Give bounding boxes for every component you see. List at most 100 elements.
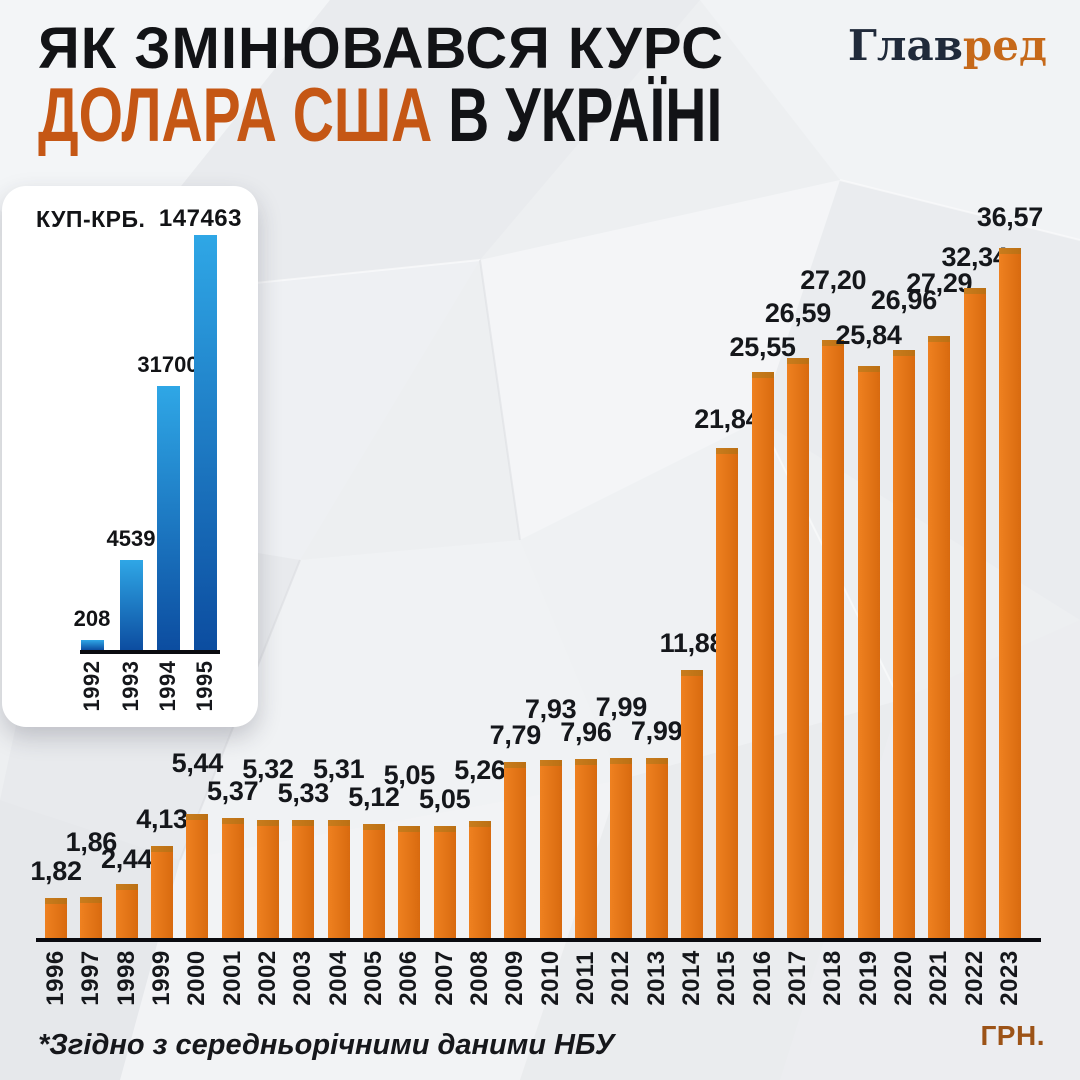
year-label: 2008 <box>465 950 493 1006</box>
inset-bar-value: 31700 <box>137 352 199 377</box>
inset-bar <box>193 235 217 650</box>
main-bar <box>716 448 739 938</box>
main-bar <box>292 820 315 938</box>
year-label: 2020 <box>889 950 917 1006</box>
year-label: 2002 <box>253 950 281 1006</box>
year-label: 2023 <box>995 950 1023 1006</box>
main-chart-baseline <box>36 938 1041 942</box>
main-bar <box>45 898 67 938</box>
inset-top-value: 147463 <box>158 205 242 232</box>
inset-bar <box>80 640 104 650</box>
year-label: 2017 <box>783 950 811 1006</box>
main-bar <box>645 758 668 938</box>
main-bar <box>221 818 244 938</box>
bar-value-label: 26,96 <box>870 285 937 315</box>
main-bar <box>433 826 456 938</box>
inset-bar <box>156 386 180 650</box>
inset-chart-baseline <box>80 650 220 654</box>
year-label: 2013 <box>642 950 670 1006</box>
main-bar <box>857 366 880 938</box>
main-bar <box>892 350 915 938</box>
year-label: 1996 <box>42 950 69 1006</box>
year-label: 2007 <box>430 950 458 1006</box>
year-label: 2016 <box>748 950 776 1006</box>
bar-value-label: 5,05 <box>418 784 471 814</box>
main-bar <box>998 248 1021 938</box>
year-label: 2009 <box>501 950 529 1006</box>
bar-value-label: 7,99 <box>630 716 683 746</box>
year-label: 2004 <box>324 950 352 1006</box>
brand-logo: Главред <box>848 22 1047 70</box>
bar-value-label: 5,33 <box>277 778 330 808</box>
year-label: 2010 <box>536 950 564 1006</box>
inset-bar-value: 208 <box>73 606 111 631</box>
bar-value-label: 1,86 <box>65 827 118 857</box>
footnote: *Згідно з середньорічними даними НБУ <box>38 1029 615 1061</box>
year-label: 2018 <box>819 950 847 1006</box>
inset-chart-card: КУП-КРБ. 147463 208 1992 4539 1993 31700 1994… <box>2 186 258 727</box>
main-bar <box>610 758 633 938</box>
year-label: 1999 <box>147 950 175 1006</box>
main-bar <box>680 670 703 938</box>
logo-part-dark: Глав <box>847 21 963 70</box>
bar-value-label: 7,99 <box>595 692 648 722</box>
main-bar <box>928 336 951 938</box>
year-label: 2000 <box>183 950 211 1006</box>
bar-value-label: 5,44 <box>171 748 224 778</box>
bar-value-label: 27,20 <box>800 265 867 295</box>
main-bar <box>115 884 138 938</box>
bar-value-label: 5,37 <box>206 776 259 806</box>
inset-year-label: 1992 <box>79 660 104 712</box>
inset-bar <box>119 560 143 650</box>
main-bar <box>822 340 845 938</box>
bar-value-label: 2,44 <box>100 844 153 874</box>
bar-value-label: 7,79 <box>489 720 542 750</box>
main-bar <box>150 846 173 938</box>
inset-year-label: 1993 <box>118 660 143 712</box>
bar-value-label: 7,93 <box>524 694 577 724</box>
bar-value-label: 1,82 <box>30 856 82 886</box>
main-bar <box>963 288 986 938</box>
bar-value-label: 21,84 <box>694 404 761 434</box>
bar-value-label: 5,12 <box>348 782 400 812</box>
bar-value-label: 4,13 <box>136 804 188 834</box>
page-title-line1: ЯК ЗМІНЮВАВСЯ КУРС <box>38 16 724 81</box>
bar-value-label: 5,26 <box>454 755 506 785</box>
bar-value-label: 5,32 <box>242 754 294 784</box>
main-bar <box>468 821 491 938</box>
inset-bar-value: 4539 <box>106 526 156 551</box>
main-bar <box>80 897 103 938</box>
bar-value-label: 25,55 <box>729 332 796 362</box>
year-label: 2015 <box>713 950 741 1006</box>
bar-value-label: 5,31 <box>312 754 365 784</box>
page-title-line2: ДОЛАРА США В УКРАЇНІ <box>38 78 722 154</box>
year-label: 2006 <box>395 950 423 1006</box>
main-bar <box>398 826 421 938</box>
inset-year-label: 1995 <box>192 660 217 712</box>
year-label: 2019 <box>854 950 882 1006</box>
year-label: 1997 <box>77 950 105 1006</box>
year-label: 2022 <box>960 950 988 1006</box>
main-bar <box>539 760 562 938</box>
bar-value-label: 11,88 <box>659 628 725 658</box>
bar-value-label: 36,57 <box>976 202 1043 232</box>
bar-value-label: 32,34 <box>941 242 1008 272</box>
bar-value-label: 7,96 <box>560 717 612 747</box>
inset-chart-title: КУП-КРБ. <box>36 206 146 232</box>
year-label: 2012 <box>607 950 635 1006</box>
year-label: 2014 <box>677 950 705 1006</box>
year-label: 2021 <box>925 950 953 1006</box>
main-bar <box>504 762 527 938</box>
main-bar <box>362 824 385 938</box>
logo-part-accent: ред <box>962 21 1047 70</box>
bar-value-label: 25,84 <box>835 320 902 350</box>
main-bar <box>256 820 279 938</box>
title-rest-text: В УКРАЇНІ <box>432 73 723 158</box>
main-bar <box>751 372 774 938</box>
year-label: 2001 <box>218 950 246 1006</box>
inset-year-label: 1994 <box>155 660 180 712</box>
bar-value-label: 27,29 <box>906 268 973 298</box>
title-accent-text: ДОЛАРА США <box>38 73 433 158</box>
main-bar <box>786 358 809 938</box>
